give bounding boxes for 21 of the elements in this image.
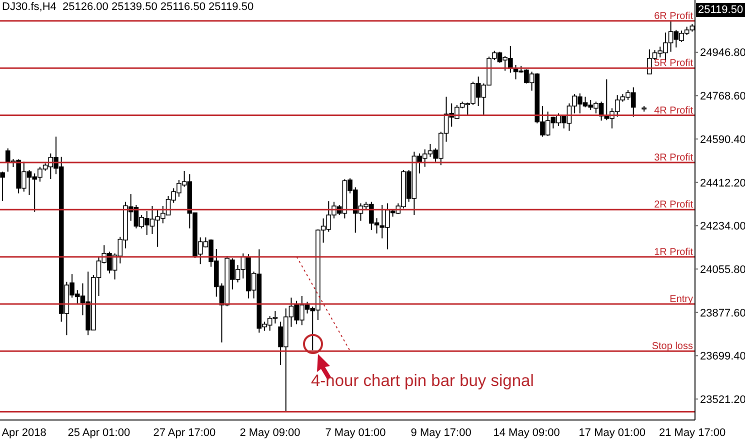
x-tick-label: 9 May 17:00 — [410, 426, 472, 439]
ref-line-label: 5R Profit — [654, 58, 694, 70]
x-tick-label: 27 Apr 17:00 — [153, 426, 216, 439]
x-tick-label: 25 Apr 01:00 — [68, 426, 130, 439]
ref-line-label: Stop loss — [652, 341, 693, 352]
x-tick-label: Apr 2018 — [2, 426, 46, 439]
text: 25119.50 — [696, 3, 745, 17]
x-tick-label: 14 May 09:00 — [493, 426, 560, 439]
candlestick — [0, 171, 5, 202]
x-tick-label: 2 May 09:00 — [240, 426, 300, 439]
ref-line-label: Entry — [670, 294, 693, 305]
ref-line-label: 2R Profit — [654, 200, 694, 211]
ref-line-label: 3R Profit — [654, 152, 694, 164]
ref-line-label: 4R Profit — [654, 105, 694, 116]
x-tick-label: 7 May 01:00 — [325, 426, 386, 439]
chart-title: DJ30.fs,H4 25126.00 25139.50 25116.50 25119.50 — [2, 1, 254, 13]
ref-line-label: 1R Profit — [654, 246, 694, 258]
annotation: 4-hour chart pin bar buy signal — [311, 372, 534, 391]
x-tick-label: 21 May 17:00 — [659, 426, 726, 439]
ref-line-label: 6R Profit — [654, 10, 694, 22]
x-tick-label: 17 May 01:00 — [578, 426, 646, 439]
